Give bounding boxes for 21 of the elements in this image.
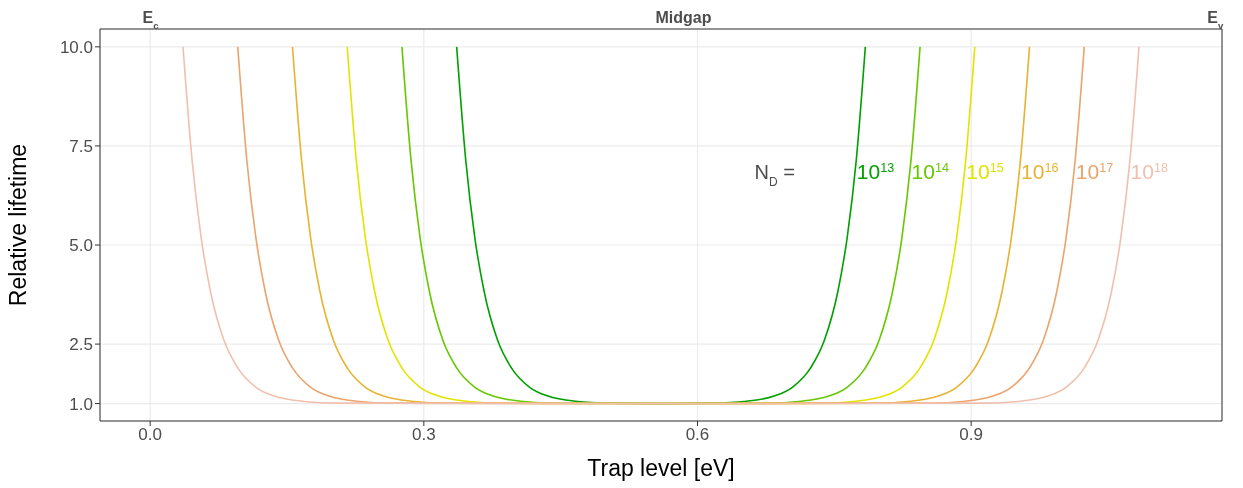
x-tick-label: 0.6: [685, 425, 710, 445]
y-tick-label: 5.0: [69, 236, 93, 256]
series-label: 10$^{18}$: [1130, 160, 1168, 184]
y-axis-title: Relative lifetime: [5, 143, 32, 307]
x-tick-label: 0.3: [412, 425, 436, 445]
y-tick-label: 7.5: [69, 136, 93, 156]
y-tick-label: 10.0: [59, 37, 93, 57]
y-tick-label: 2.5: [69, 335, 93, 355]
series-label: 10$^{16}$: [1021, 160, 1059, 184]
annotation: E$_{c}$: [142, 9, 160, 31]
y-tick-label: 1.0: [69, 394, 93, 414]
series-label: 10$^{17}$: [1075, 160, 1114, 184]
legend-title: N$_{D}$ =: [754, 161, 795, 190]
text: Midgap: [655, 9, 712, 26]
series-label: 10$^{15}$: [966, 160, 1004, 184]
x-tick-label: 0.0: [138, 425, 162, 445]
annotation: E$_{v}$: [1207, 9, 1224, 31]
x-tick-label: 0.9: [959, 425, 983, 445]
x-axis-title: Trap level [eV]: [587, 455, 735, 481]
series-label: 10$^{14}$: [911, 160, 949, 184]
series-label: 10$^{13}$: [856, 160, 895, 184]
